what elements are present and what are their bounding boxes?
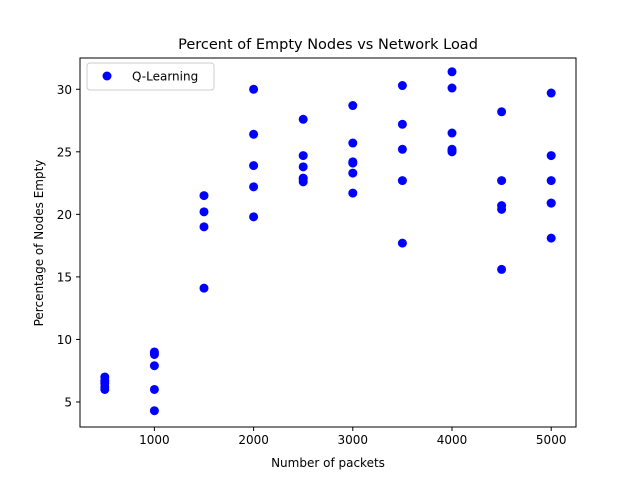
y-tick-label: 10 — [57, 333, 72, 347]
plot-frame — [79, 57, 577, 428]
data-point — [149, 384, 159, 394]
axes: 1000 2000 3000 4000 5000 5 10 15 20 25 30 — [57, 57, 577, 447]
data-point — [497, 264, 507, 274]
x-tick-label: 4000 — [437, 433, 468, 447]
data-point — [149, 406, 159, 416]
data-point — [497, 176, 507, 186]
x-tick-label: 5000 — [536, 433, 567, 447]
data-point — [348, 188, 358, 198]
data-point — [348, 138, 358, 148]
data-point — [149, 348, 159, 358]
data-point — [397, 81, 407, 91]
data-point — [546, 198, 556, 208]
data-point — [199, 191, 209, 201]
data-point — [447, 67, 457, 77]
data-point — [348, 157, 358, 167]
legend-label: Q-Learning — [132, 70, 198, 84]
data-point — [546, 176, 556, 186]
data-point — [199, 207, 209, 217]
x-tick-label: 2000 — [238, 433, 269, 447]
y-tick-label: 30 — [57, 83, 72, 97]
data-point — [199, 283, 209, 293]
data-point — [298, 151, 308, 161]
data-point — [298, 173, 308, 183]
y-tick-label: 20 — [57, 208, 72, 222]
data-point — [397, 144, 407, 154]
data-point — [348, 101, 358, 111]
data-point — [447, 128, 457, 138]
data-point — [397, 238, 407, 248]
data-point — [497, 204, 507, 214]
y-tick-label: 5 — [64, 395, 72, 409]
data-point — [249, 212, 259, 222]
legend: Q-Learning — [86, 62, 215, 91]
data-point — [546, 151, 556, 161]
x-tick-label: 1000 — [139, 433, 170, 447]
data-point — [397, 176, 407, 186]
data-point — [397, 119, 407, 129]
data-point — [249, 182, 259, 192]
data-point — [546, 88, 556, 98]
data-point — [546, 233, 556, 243]
data-point — [199, 222, 209, 232]
legend-marker — [102, 71, 112, 81]
data-point — [348, 168, 358, 178]
x-axis-title: Number of packets — [271, 456, 385, 470]
y-axis-title: Percentage of Nodes Empty — [32, 160, 46, 327]
data-point — [298, 162, 308, 172]
x-tick-label: 3000 — [338, 433, 369, 447]
y-tick-label: 25 — [57, 145, 72, 159]
data-point — [497, 107, 507, 117]
legend-box — [86, 62, 215, 91]
data-point — [100, 384, 110, 394]
scatter-points — [100, 67, 556, 416]
data-point — [298, 114, 308, 124]
data-point — [249, 129, 259, 139]
data-point — [149, 361, 159, 371]
data-point — [447, 146, 457, 156]
data-point — [447, 83, 457, 93]
data-point — [249, 161, 259, 171]
y-tick-label: 15 — [57, 270, 72, 284]
data-point — [249, 84, 259, 94]
chart-title: Percent of Empty Nodes vs Network Load — [178, 37, 478, 53]
